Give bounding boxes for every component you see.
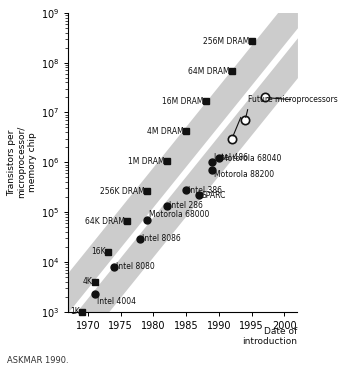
Text: 1M DRAM: 1M DRAM	[128, 157, 165, 166]
Text: Motorola 68000: Motorola 68000	[149, 210, 209, 219]
Text: SPARC: SPARC	[201, 190, 226, 200]
Text: 256K DRAM: 256K DRAM	[100, 187, 145, 196]
Text: 256M DRAM: 256M DRAM	[203, 37, 250, 46]
Text: 16K: 16K	[91, 247, 106, 256]
Text: Intel 386: Intel 386	[188, 186, 222, 195]
Text: 1K: 1K	[70, 307, 79, 316]
Text: Motorola 68040: Motorola 68040	[221, 154, 281, 163]
Text: Intel 486: Intel 486	[214, 153, 248, 162]
Text: 64M DRAM: 64M DRAM	[188, 67, 230, 76]
Text: 4M DRAM: 4M DRAM	[147, 127, 184, 136]
Text: 16M DRAM: 16M DRAM	[162, 97, 204, 106]
Text: Intel 4004: Intel 4004	[97, 297, 136, 306]
Text: Future microprocessors: Future microprocessors	[248, 95, 338, 104]
Text: Motorola 88200: Motorola 88200	[214, 170, 274, 178]
Text: Intel 286: Intel 286	[169, 201, 202, 210]
Y-axis label: Transistors per
microprocessor/
memory chip: Transistors per microprocessor/ memory c…	[7, 126, 37, 199]
Text: Date of
introduction: Date of introduction	[242, 327, 297, 346]
Text: 4K: 4K	[83, 277, 93, 286]
Text: Intel 8080: Intel 8080	[116, 262, 155, 271]
Text: Intel 8086: Intel 8086	[142, 235, 181, 243]
Text: ASKMAR 1990.: ASKMAR 1990.	[7, 356, 68, 365]
Text: 64K DRAM: 64K DRAM	[86, 217, 125, 226]
